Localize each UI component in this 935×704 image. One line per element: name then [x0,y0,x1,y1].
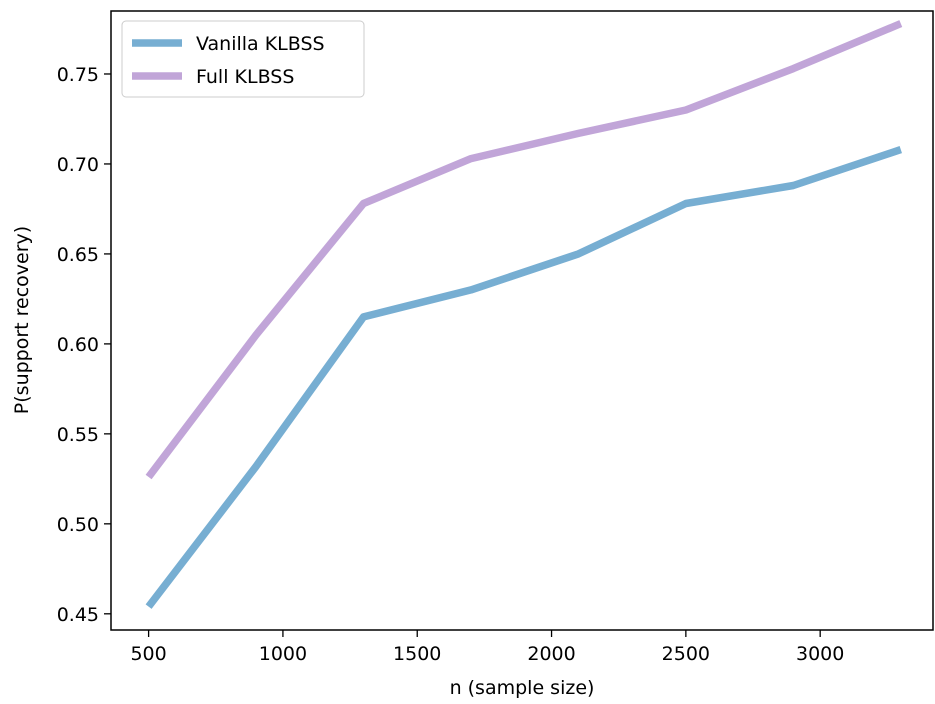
legend-label-2: Full KLBSS [196,66,294,88]
y-tick-label: 0.60 [57,334,99,356]
x-tick-label: 2000 [527,643,575,665]
y-tick-label: 0.70 [57,154,99,176]
series-line-2 [145,20,903,480]
y-axis: 0.45 0.50 0.55 0.60 0.65 0.70 0.75 [57,64,111,626]
x-tick-label: 1500 [393,643,441,665]
series-line-1 [145,146,902,609]
x-tick-label: 2500 [662,643,710,665]
x-axis-title: n (sample size) [450,677,595,699]
series-layer [145,20,903,609]
x-axis: 500 1000 1500 2000 2500 3000 [130,630,844,665]
y-axis-title: P(support recovery) [11,226,33,414]
x-tick-label: 1000 [259,643,307,665]
y-tick-label: 0.50 [57,514,99,536]
x-tick-label: 500 [130,643,166,665]
y-tick-label: 0.45 [57,604,99,626]
plot-area-frame [110,10,934,631]
y-tick-label: 0.75 [57,64,99,86]
legend: Vanilla KLBSS Full KLBSS [121,20,365,98]
legend-box [121,20,365,98]
x-tick-label: 3000 [796,643,844,665]
y-tick-label: 0.65 [57,244,99,266]
legend-label-1: Vanilla KLBSS [196,33,325,55]
y-tick-label: 0.55 [57,424,99,446]
